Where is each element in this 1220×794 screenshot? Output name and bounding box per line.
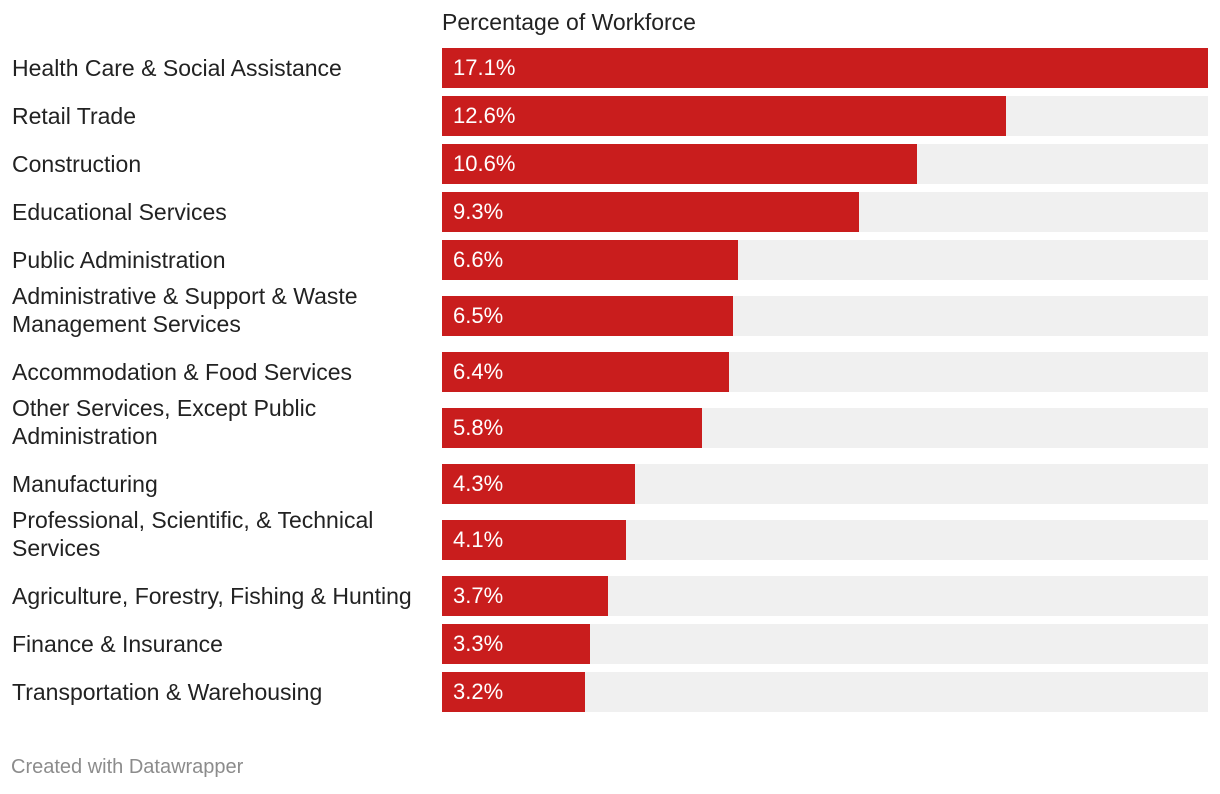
column-header: Percentage of Workforce <box>442 9 696 35</box>
bar-track: 4.1% <box>442 520 1208 560</box>
bar[interactable]: 6.4% <box>442 352 729 392</box>
category-label: Retail Trade <box>12 103 137 129</box>
bar[interactable]: 3.7% <box>442 576 608 616</box>
bar-value-label: 17.1% <box>453 55 516 80</box>
bar-track: 3.7% <box>442 576 1208 616</box>
bar[interactable]: 3.3% <box>442 624 590 664</box>
category-label: Educational Services <box>12 199 227 225</box>
bar[interactable]: 3.2% <box>442 672 585 712</box>
bar[interactable]: 6.6% <box>442 240 738 280</box>
bar[interactable]: 4.3% <box>442 464 635 504</box>
bar-value-label: 6.4% <box>453 359 504 384</box>
bar-value-label: 3.7% <box>453 583 504 608</box>
category-label: Agriculture, Forestry, Fishing & Hunting <box>12 583 412 609</box>
footer-credit[interactable]: Created with Datawrapper <box>11 756 244 778</box>
bar-track: 6.4% <box>442 352 1208 392</box>
category-label: Administrative & Support & Waste Managem… <box>12 283 358 337</box>
bar-chart: Health Care & Social Assistance 17.1% Reta… <box>12 48 1208 712</box>
bar[interactable]: 6.5% <box>442 296 733 336</box>
bar-value-label: 10.6% <box>453 151 516 176</box>
bar[interactable]: 10.6% <box>442 144 917 184</box>
bar[interactable]: 4.1% <box>442 520 626 560</box>
bar-value-label: 5.8% <box>453 415 504 440</box>
bar[interactable]: 5.8% <box>442 408 702 448</box>
bar-value-label: 9.3% <box>453 199 504 224</box>
bar-track: 9.3% <box>442 192 1208 232</box>
bar-value-label: 4.3% <box>453 471 504 496</box>
bar-track: 3.2% <box>442 672 1208 712</box>
bar-value-label: 3.2% <box>453 679 504 704</box>
category-label: Public Administration <box>12 247 226 273</box>
bar[interactable]: 17.1% <box>442 48 1208 88</box>
category-label: Transportation & Warehousing <box>12 679 323 705</box>
bar-track: 6.5% <box>442 296 1208 336</box>
category-label: Professional, Scientific, & Technical Se… <box>12 507 374 561</box>
category-label: Finance & Insurance <box>12 631 223 657</box>
bar-track: 6.6% <box>442 240 1208 280</box>
category-label: Accommodation & Food Services <box>12 359 353 385</box>
bar-value-label: 4.1% <box>453 527 504 552</box>
bar-value-label: 3.3% <box>453 631 504 656</box>
bar-value-label: 6.5% <box>453 303 504 328</box>
bar-track: 17.1% <box>442 48 1208 88</box>
bar-track: 4.3% <box>442 464 1208 504</box>
bar-value-label: 12.6% <box>453 103 516 128</box>
bar-track: 3.3% <box>442 624 1208 664</box>
category-label: Construction <box>12 151 142 177</box>
category-label: Health Care & Social Assistance <box>12 55 342 81</box>
bar-track: 5.8% <box>442 408 1208 448</box>
category-label: Other Services, Except Public Administra… <box>12 395 317 449</box>
bar-value-label: 6.6% <box>453 247 504 272</box>
category-label: Manufacturing <box>12 471 158 497</box>
bar[interactable]: 12.6% <box>442 96 1006 136</box>
bar-track: 10.6% <box>442 144 1208 184</box>
bar-track: 12.6% <box>442 96 1208 136</box>
bar[interactable]: 9.3% <box>442 192 859 232</box>
